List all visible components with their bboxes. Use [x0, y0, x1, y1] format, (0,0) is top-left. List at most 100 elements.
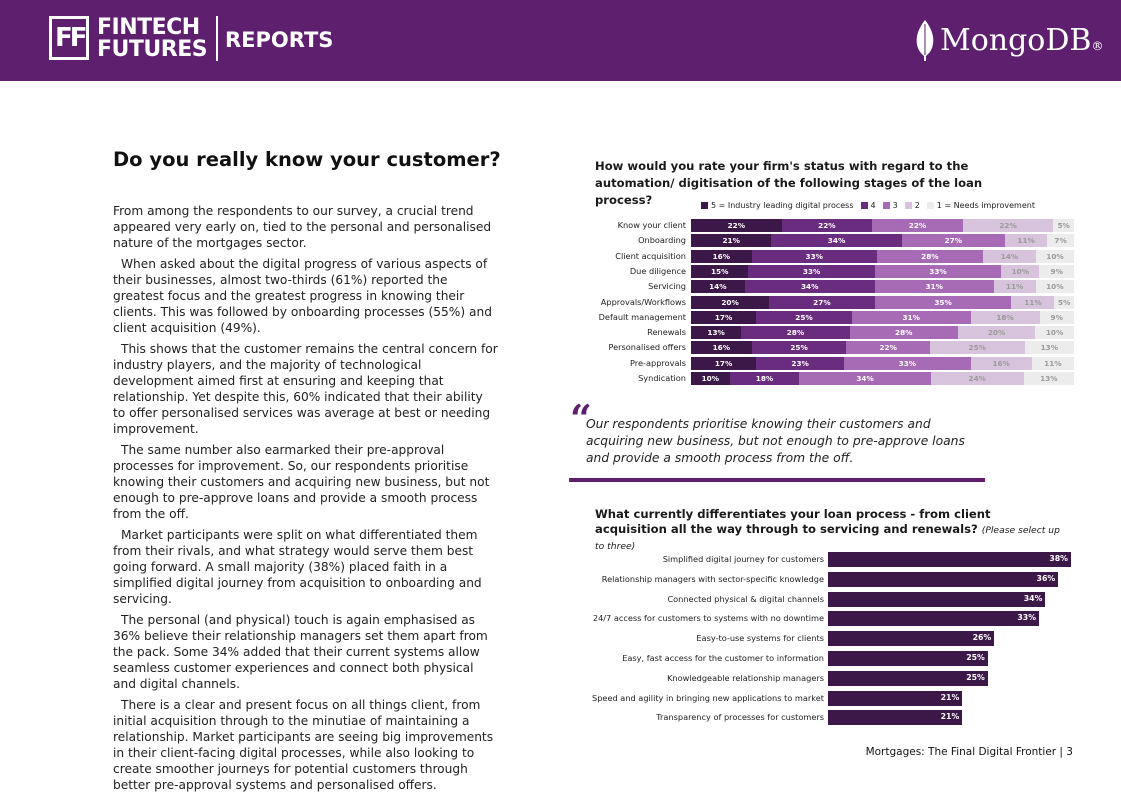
legend-label: 5 = Industry leading digital process [711, 201, 854, 210]
chart-row: Knowledgeable relationship managers 25% [0, 670, 1121, 686]
chart-row: Easy-to-use systems for clients 26% [0, 631, 1121, 647]
bar-segment: 10% [1001, 264, 1040, 278]
legend-label: 4 [870, 201, 876, 210]
bar-value-label: 25% [966, 672, 985, 682]
header-banner: FF FINTECH FUTURES REPORTS MongoDB® [0, 0, 1121, 81]
chart-2-subtitle: (Please select up to three) [595, 525, 1060, 552]
pull-quote: Our respondents prioritise knowing their… [586, 417, 965, 465]
stacked-bar: 16% 33% 28% 14% 10% [691, 249, 1074, 263]
bar-value-label: 34% [1023, 593, 1043, 603]
chart-1-legend: 5 = Industry leading digital process 4 3 2 1… [701, 201, 1038, 210]
bar-segment: 11% [1011, 295, 1055, 309]
bar: 26% [828, 631, 995, 647]
category-label: Simplified digital journey for customers [662, 554, 824, 564]
chart-row: 24/7 access for customers to systems wit… [0, 611, 1121, 627]
bar-segment: 27% [769, 295, 875, 309]
chart-row: Personalised offers 16% 25% 22% 25% 13% [0, 341, 1121, 355]
bar: 21% [828, 690, 963, 706]
legend-item: 5 = Industry leading digital process [701, 201, 854, 210]
article-body: From among the respondents to our survey… [113, 203, 498, 792]
bar-segment: 22% [962, 219, 1054, 232]
stacked-bar: 14% 34% 31% 11% 10% [691, 280, 1074, 294]
bar: 38% [828, 552, 1071, 567]
legend-label: 1 = Needs improvement [936, 201, 1035, 210]
chart-row: Know your client 22% 22% 22% 22% 5% [0, 219, 1121, 232]
paragraph: From among the respondents to our survey… [113, 204, 492, 250]
bar-segment: 33% [748, 264, 875, 278]
paragraph: The personal (and physical) touch is aga… [113, 613, 488, 691]
chart-row: Due diligence 15% 33% 33% 10% 9% [0, 264, 1121, 278]
bar-segment: 10% [1035, 280, 1074, 294]
bar-value-label: 25% [966, 653, 985, 662]
bar-segment: 20% [691, 295, 770, 309]
stacked-bar: 15% 33% 33% 10% 9% [691, 264, 1074, 278]
bar-segment: 10% [1036, 249, 1074, 263]
stacked-bar: 10% 18% 34% 24% 13% [691, 372, 1074, 385]
bar-segment: 16% [691, 249, 752, 263]
category-label: Due diligence [629, 265, 686, 276]
category-label: Approvals/Workflows [600, 296, 686, 307]
paragraph: When asked about the digital progress of… [113, 257, 492, 335]
paragraph: The same number also earmarked their pre… [113, 443, 490, 521]
section-label: REPORTS [225, 28, 334, 52]
brand-line-2: FUTURES [97, 37, 208, 62]
bar: 25% [828, 651, 988, 666]
chart-row: Renewals 13% 28% 28% 20% 10% [0, 326, 1121, 340]
category-label: Easy, fast access for the customer to in… [622, 653, 824, 663]
category-label: Speed and agility in bringing new applic… [592, 692, 824, 703]
category-label: Transparency of processes for customers [656, 712, 824, 723]
bar-value-label: 36% [1036, 573, 1056, 583]
legend-item: 2 [904, 201, 920, 210]
bar-segment: 20% [957, 326, 1036, 340]
category-label: Relationship managers with sector-specif… [601, 573, 824, 584]
paragraph: There is a clear and present focus on al… [113, 698, 494, 792]
bar-segment: 5% [1053, 219, 1074, 232]
bar-value-label: 33% [1017, 613, 1037, 623]
category-label: Client acquisition [615, 250, 686, 261]
bar-value-label: 26% [972, 633, 992, 643]
category-label: Pre-approvals [630, 357, 686, 368]
paragraph: This shows that the customer remains the… [113, 342, 498, 436]
bar: 25% [828, 670, 988, 686]
bar-segment: 28% [849, 326, 958, 340]
category-label: Knowledgeable relationship managers [667, 672, 824, 683]
bar-segment: 34% [771, 234, 902, 248]
fintech-futures-logo-icon: FF [49, 16, 89, 60]
bar-segment: 31% [874, 280, 994, 294]
bar-segment: 17% [691, 310, 757, 324]
stacked-bar: 17% 25% 31% 18% 9% [691, 310, 1074, 324]
bar-segment: 9% [1039, 310, 1074, 324]
bar-segment: 5% [1054, 295, 1074, 309]
bar-segment: 35% [874, 295, 1012, 309]
chart-row: Default management 17% 25% 31% 18% 9% [0, 310, 1121, 324]
bar-segment: 14% [691, 280, 745, 294]
legend-swatch [926, 202, 934, 209]
bar-segment: 18% [729, 372, 800, 385]
stacked-bar: 20% 27% 35% 11% 5% [691, 295, 1074, 309]
category-label: Servicing [648, 281, 686, 292]
bar-value-label: 21% [940, 692, 960, 702]
bar: 33% [828, 611, 1040, 627]
bar-segment: 23% [756, 356, 845, 370]
bar-segment: 22% [872, 219, 963, 232]
bar-segment: 11% [1005, 234, 1048, 248]
bar-segment: 11% [1031, 356, 1074, 370]
bar-segment: 13% [1024, 341, 1074, 355]
stacked-bar: 21% 34% 27% 11% 7% [691, 234, 1074, 248]
chart-row: Easy, fast access for the customer to in… [0, 651, 1121, 666]
chart-row: Onboarding 21% 34% 27% 11% 7% [0, 234, 1121, 248]
stacked-bar: 16% 25% 22% 25% 13% [691, 341, 1074, 355]
bar-segment: 33% [844, 356, 971, 370]
stacked-bar: 22% 22% 22% 22% 5% [691, 219, 1074, 232]
bar-segment: 21% [691, 234, 772, 248]
bar-segment: 9% [1039, 264, 1074, 278]
chart-row: Relationship managers with sector-specif… [0, 571, 1121, 587]
bar-segment: 25% [751, 341, 847, 355]
header-divider [216, 16, 218, 61]
chart-2-title-text: What currently differentiates your loan … [595, 507, 991, 536]
category-label: Default management [598, 311, 686, 322]
category-label: Onboarding [638, 235, 686, 246]
bar-segment: 17% [691, 356, 757, 370]
bar-segment: 10% [691, 372, 730, 385]
chart-row: Servicing 14% 34% 31% 11% 10% [0, 280, 1121, 294]
